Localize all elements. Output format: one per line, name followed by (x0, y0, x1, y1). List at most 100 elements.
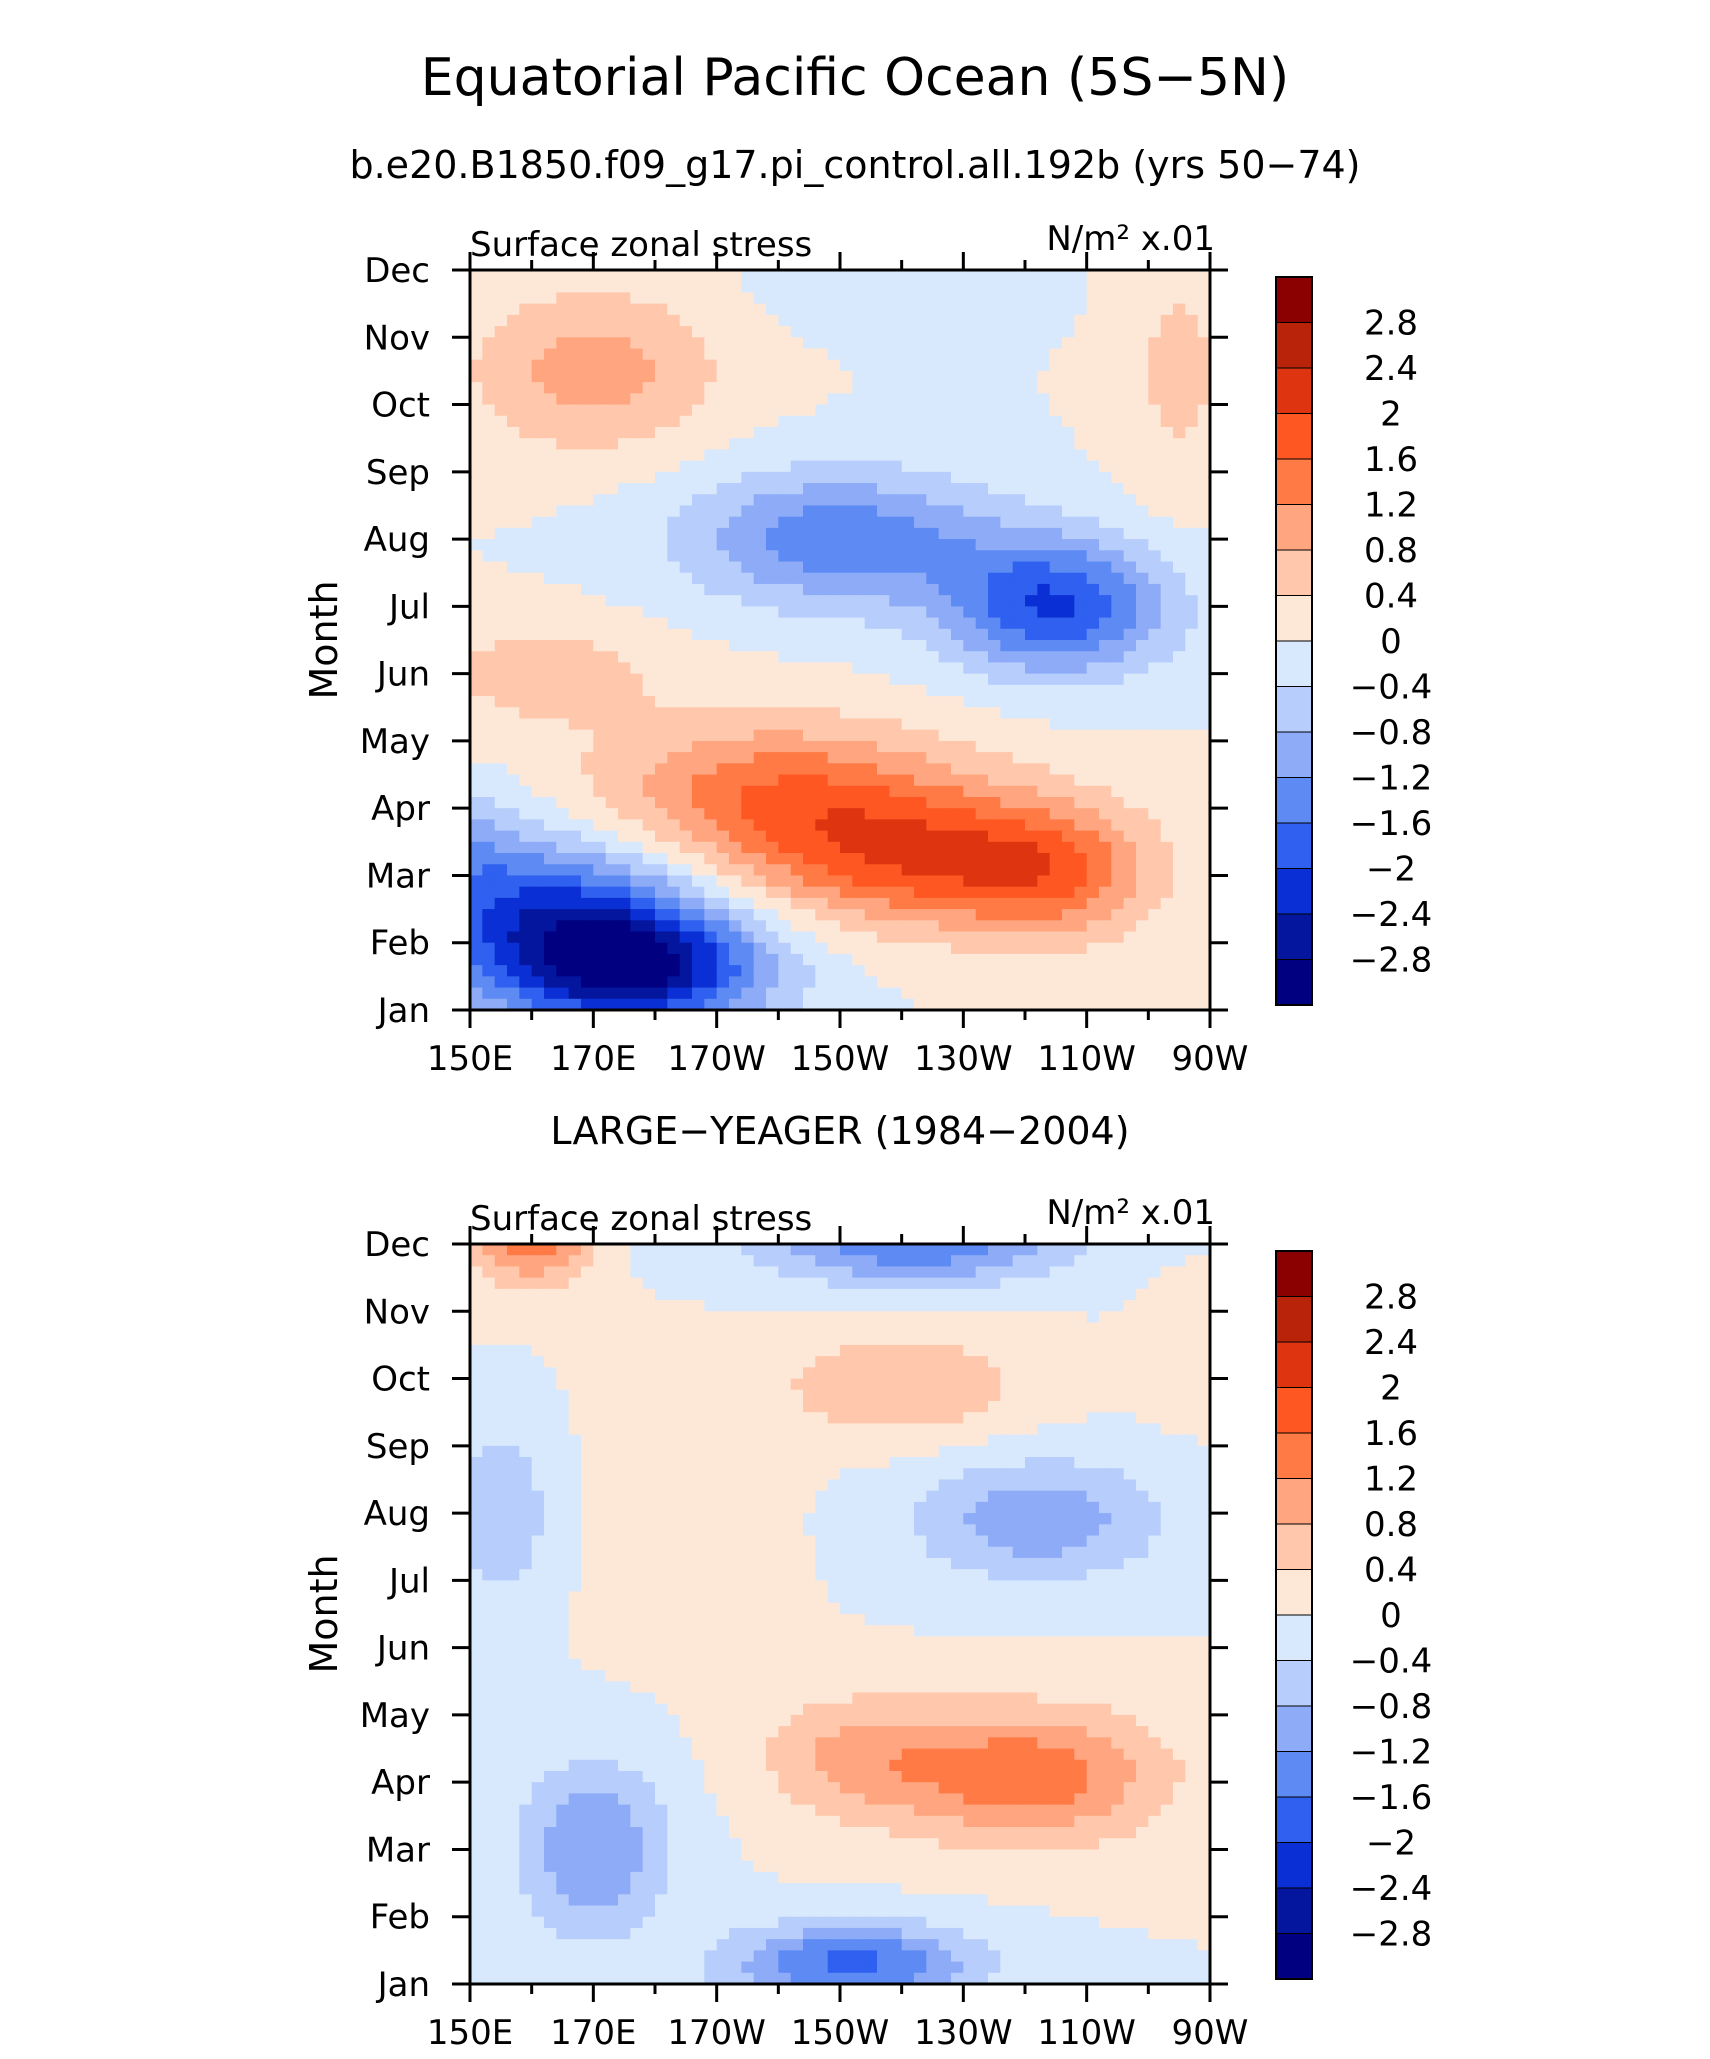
field-cell (692, 1344, 705, 1357)
field-cell (605, 673, 619, 686)
field-cell (556, 303, 570, 316)
field-cell (827, 1400, 841, 1413)
field-cell (778, 326, 792, 338)
field-cell (753, 696, 767, 708)
field-cell (716, 640, 730, 652)
field-cell (889, 1322, 903, 1335)
field-cell (716, 348, 730, 361)
field-cell (877, 1378, 890, 1391)
field-cell (988, 393, 1001, 406)
field-cell (1086, 606, 1100, 619)
field-cell (470, 763, 483, 776)
field-cell (889, 808, 903, 820)
field-cell (778, 572, 792, 585)
field-cell (605, 774, 619, 787)
field-cell (1037, 303, 1051, 316)
field-cell (494, 864, 508, 877)
field-cell (901, 785, 915, 798)
field-cell (938, 1266, 952, 1279)
field-cell (704, 1255, 718, 1268)
field-cell (519, 965, 533, 977)
field-cell (630, 326, 644, 338)
field-cell (1160, 270, 1174, 282)
field-cell (864, 382, 878, 394)
field-cell (1111, 1255, 1125, 1268)
field-cell (766, 1389, 779, 1402)
field-cell (544, 572, 557, 585)
field-cell (901, 1389, 915, 1402)
field-cell (815, 449, 829, 462)
field-cell (852, 942, 866, 955)
field-cell (544, 1412, 557, 1424)
field-cell (790, 359, 804, 372)
field-cell (1185, 998, 1199, 1011)
field-cell (630, 628, 644, 641)
field-cell (593, 785, 607, 798)
field-cell (507, 1300, 520, 1312)
field-cell (852, 550, 866, 563)
field-cell (827, 1277, 841, 1290)
field-cell (531, 1378, 545, 1391)
field-cell (1099, 628, 1112, 641)
field-cell (716, 527, 730, 540)
field-cell (556, 572, 570, 585)
field-cell (1049, 449, 1063, 462)
field-cell (852, 382, 866, 394)
field-cell (667, 1255, 681, 1268)
field-cell (1049, 348, 1063, 361)
field-cell (766, 1266, 779, 1279)
field-cell (766, 998, 779, 1011)
field-cell (729, 359, 742, 372)
field-cell (963, 853, 977, 865)
field-cell (877, 359, 890, 372)
field-cell (618, 1244, 631, 1256)
field-cell (753, 617, 767, 630)
field-cell (914, 494, 927, 507)
field-cell (692, 471, 705, 484)
field-cell (790, 886, 804, 899)
field-cell (938, 617, 952, 630)
field-cell (1025, 875, 1038, 888)
field-cell (642, 897, 656, 910)
field-cell (704, 404, 718, 417)
field-cell (618, 1378, 631, 1391)
field-cell (827, 1266, 841, 1279)
field-cell (667, 595, 681, 607)
field-cell (1197, 494, 1211, 507)
field-cell (581, 931, 594, 944)
field-cell (531, 505, 545, 518)
field-cell (877, 651, 890, 664)
field-cell (926, 729, 940, 742)
field-cell (1099, 359, 1112, 372)
field-cell (1185, 595, 1199, 607)
field-cell (1148, 348, 1162, 361)
field-cell (544, 415, 557, 428)
field-cell (790, 796, 804, 809)
field-cell (1086, 729, 1100, 742)
field-cell (1062, 1244, 1075, 1256)
field-cell (988, 561, 1001, 574)
field-cell (618, 1311, 631, 1324)
field-cell (778, 1367, 792, 1380)
field-cell (1197, 572, 1211, 585)
field-cell (593, 606, 607, 619)
field-cell (1012, 651, 1026, 664)
field-cell (630, 920, 644, 933)
field-cell (753, 1266, 767, 1279)
field-cell (766, 662, 779, 675)
field-cell (692, 292, 705, 305)
x-axis: 150E 170E 170W 150W 130W 110W 90W (427, 252, 1248, 1079)
field-cell (1136, 404, 1149, 417)
field-cell (1012, 998, 1026, 1011)
field-cell (1123, 370, 1137, 383)
field-cell (1062, 830, 1075, 843)
field-cell (1136, 640, 1149, 652)
field-cell (889, 707, 903, 720)
field-cell (889, 853, 903, 865)
field-cell (1111, 572, 1125, 585)
field-cell (1037, 696, 1051, 708)
field-cell (975, 471, 989, 484)
field-cell (815, 785, 829, 798)
field-cell (1000, 696, 1014, 708)
field-cell (840, 628, 853, 641)
